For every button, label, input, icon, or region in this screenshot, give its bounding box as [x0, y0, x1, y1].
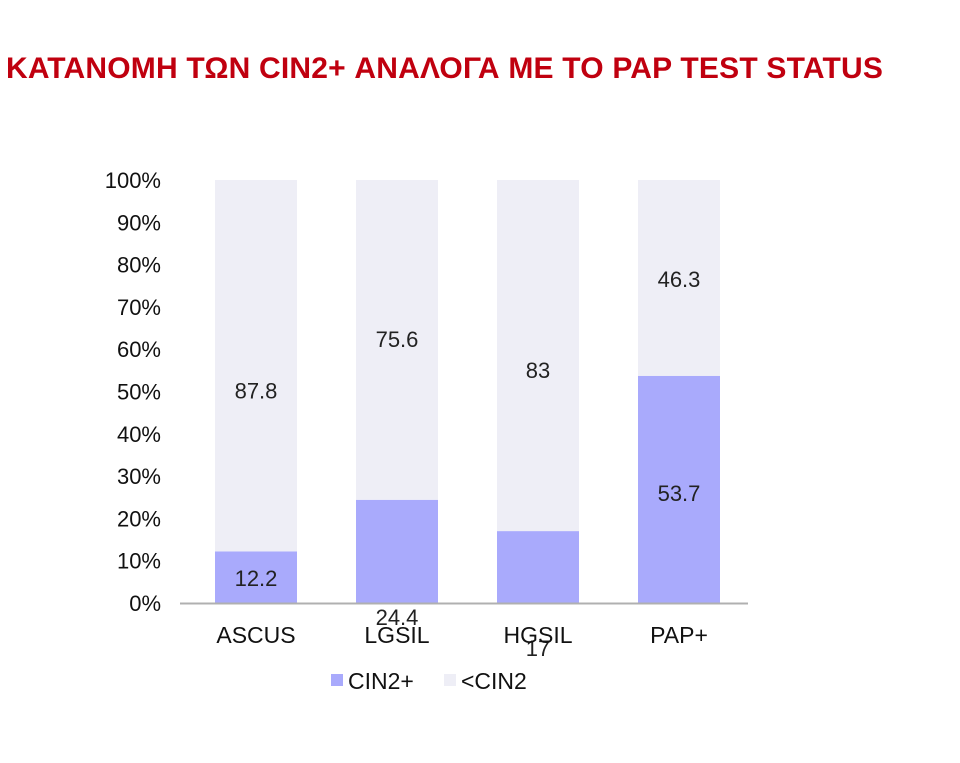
y-tick-label: 80%: [117, 253, 161, 278]
legend: CIN2+ <CIN2: [331, 668, 527, 694]
x-tick-label: LGSIL: [364, 622, 429, 648]
bar-segment-below-cin2-ascus: [215, 180, 297, 552]
legend-swatch: [444, 674, 456, 686]
y-tick-label: 40%: [117, 422, 161, 447]
y-tick-label: 30%: [117, 464, 161, 489]
y-tick-label: 70%: [117, 295, 161, 320]
legend-swatch: [331, 674, 343, 686]
x-axis: ASCUS LGSIL HGSIL PAP+: [216, 622, 708, 648]
bar-segment-cin2plus-lgsil: [356, 499, 438, 603]
y-tick-label: 90%: [117, 210, 161, 235]
bar-segment-cin2plus-hgsil: [497, 531, 579, 603]
y-axis: 0% 10% 20% 30% 40% 50% 60% 70% 80% 90% 100%: [105, 168, 161, 616]
x-tick-label: ASCUS: [216, 622, 295, 648]
legend-label: <CIN2: [461, 668, 527, 694]
y-tick-label: 20%: [117, 506, 161, 531]
bar-segment-below-cin2-lgsil: [356, 180, 438, 500]
data-label: 46.3: [658, 267, 701, 292]
x-tick-label: PAP+: [650, 622, 708, 648]
data-label: 24.4: [376, 605, 419, 630]
data-label: 87.8: [235, 378, 278, 403]
y-tick-label: 100%: [105, 168, 161, 193]
bar-segment-below-cin2-pap: [638, 180, 720, 376]
y-tick-label: 10%: [117, 549, 161, 574]
x-tick-label: HGSIL: [503, 622, 572, 648]
bars-group: 12.2 87.8 24.4 75.6 17 83 53.7 46.3: [215, 180, 720, 661]
legend-label: CIN2+: [348, 668, 414, 694]
data-label: 83: [526, 358, 550, 383]
bar-segment-cin2plus-pap: [638, 375, 720, 603]
y-tick-label: 50%: [117, 380, 161, 405]
data-label: 53.7: [658, 481, 701, 506]
data-label: 12.2: [235, 566, 278, 591]
data-label: 75.6: [376, 327, 419, 352]
bar-segment-cin2plus-ascus: [215, 551, 297, 603]
bar-segment-below-cin2-hgsil: [497, 180, 579, 532]
y-tick-label: 0%: [129, 591, 161, 616]
y-tick-label: 60%: [117, 337, 161, 362]
slide-title: ΚΑΤΑΝΟΜΗ ΤΩΝ CIN2+ ΑΝΑΛΟΓΑ ΜΕ ΤΟ PAP TES…: [6, 52, 884, 85]
data-label: 17: [526, 636, 550, 661]
